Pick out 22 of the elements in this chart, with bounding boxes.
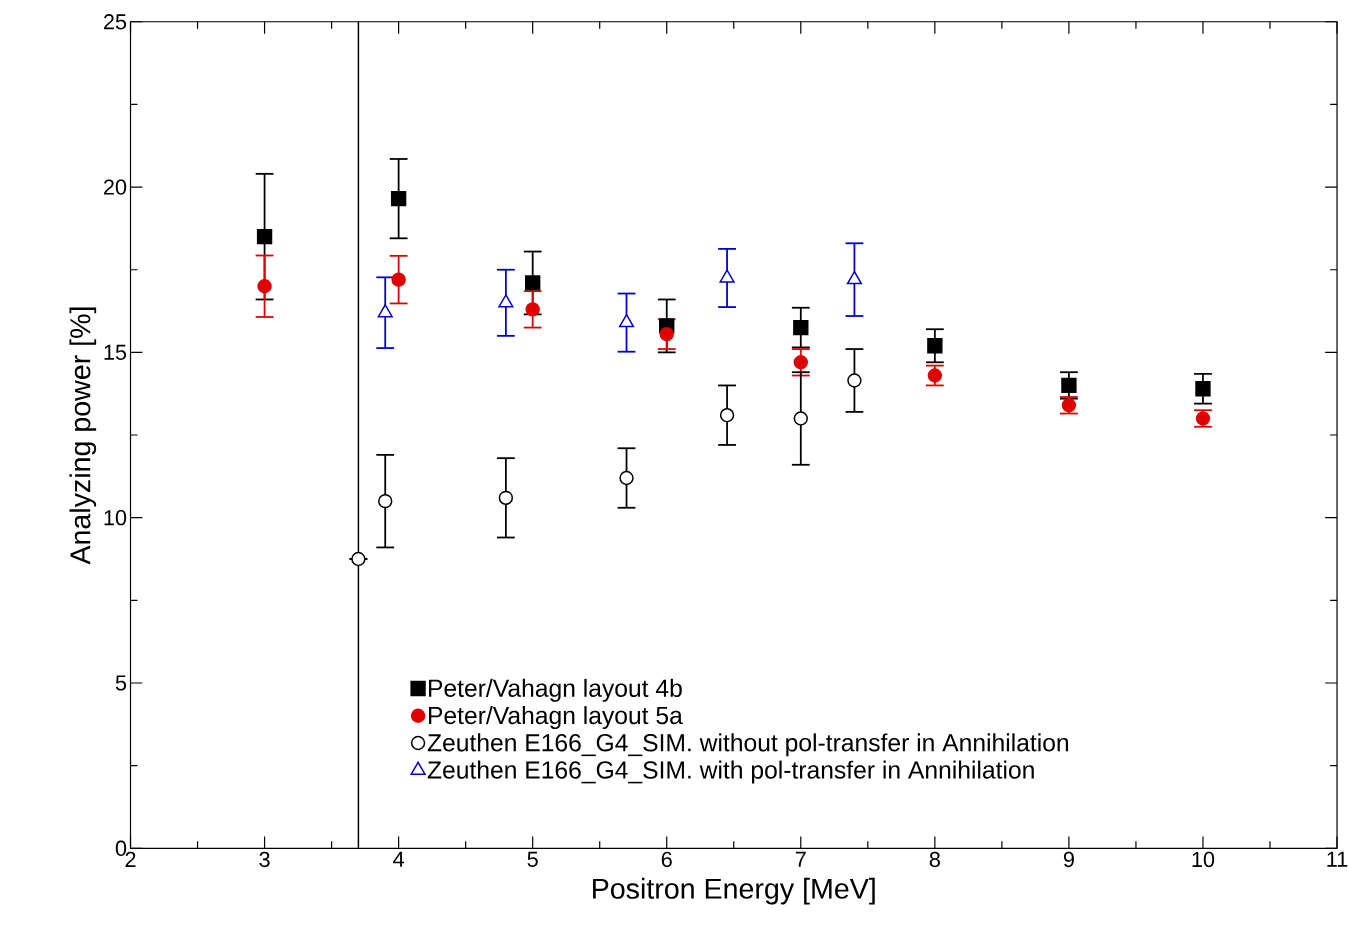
x-tick-label: 9 <box>1063 851 1074 868</box>
legend-label: Peter/Vahagn layout 5a <box>429 705 683 729</box>
legend-label: Zeuthen E166_G4_SIM. with pol-transfer in Annihilation <box>427 760 1034 784</box>
x-tick-label: 4 <box>393 851 405 867</box>
y-tick-label: 20 <box>103 179 127 195</box>
x-tick-label: 2 <box>125 851 136 867</box>
y-axis-title: Analyzing power [%] <box>69 307 97 565</box>
x-tick-label: 6 <box>661 851 672 868</box>
x-axis-title: Positron Energy [MeV] <box>593 877 875 905</box>
x-tick-label: 8 <box>929 851 940 868</box>
x-tick-label: 5 <box>527 851 538 867</box>
y-tick-label: 10 <box>104 509 127 526</box>
x-tick-label: 3 <box>259 851 270 868</box>
y-tick-label: 25 <box>103 13 127 30</box>
legend-label: Zeuthen E166_G4_SIM. without pol-transfer in Annihilation <box>427 733 1069 757</box>
x-tick-label: 10 <box>1192 851 1215 868</box>
y-tick-label: 5 <box>115 675 127 691</box>
x-tick-label: 7 <box>795 851 806 867</box>
y-tick-label: 15 <box>104 344 127 360</box>
y-tick-label: 0 <box>115 840 127 856</box>
legend-label: Peter/Vahagn layout 4b <box>429 678 682 702</box>
x-tick-label: 11 <box>1327 851 1348 867</box>
